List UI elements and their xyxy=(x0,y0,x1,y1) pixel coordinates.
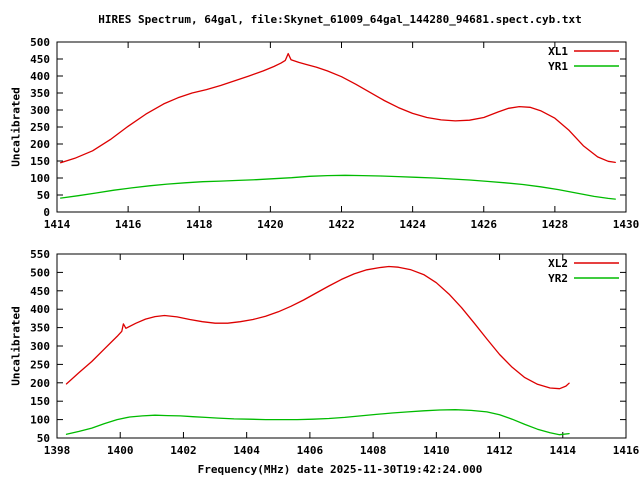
y-tick-label: 250 xyxy=(30,358,50,371)
y-tick-label: 200 xyxy=(30,138,50,151)
y-tick-label: 550 xyxy=(30,248,50,261)
x-tick-label: 1410 xyxy=(423,444,450,457)
x-tick-label: 1414 xyxy=(44,218,71,231)
y-tick-label: 150 xyxy=(30,395,50,408)
x-tick-label: 1416 xyxy=(613,444,640,457)
y-tick-label: 400 xyxy=(30,303,50,316)
y-tick-label: 200 xyxy=(30,377,50,390)
x-tick-label: 1408 xyxy=(360,444,387,457)
y-tick-label: 150 xyxy=(30,155,50,168)
x-tick-label: 1428 xyxy=(542,218,569,231)
x-axis-label: Frequency(MHz) date 2025-11-30T19:42:24.… xyxy=(197,463,483,476)
x-tick-label: 1404 xyxy=(233,444,260,457)
x-tick-label: 1430 xyxy=(613,218,640,231)
x-tick-label: 1402 xyxy=(170,444,197,457)
y-tick-label: 50 xyxy=(37,189,50,202)
x-tick-label: 1414 xyxy=(550,444,577,457)
x-tick-label: 1406 xyxy=(297,444,324,457)
y-tick-label: 250 xyxy=(30,121,50,134)
legend-label-XL1: XL1 xyxy=(548,45,568,58)
x-tick-label: 1418 xyxy=(186,218,213,231)
series-YR2-line xyxy=(65,409,570,436)
series-XL2-line xyxy=(65,265,570,390)
x-tick-label: 1426 xyxy=(471,218,498,231)
y-tick-label: 350 xyxy=(30,322,50,335)
legend-label-YR1: YR1 xyxy=(548,60,568,73)
y-tick-label: 50 xyxy=(37,432,50,445)
y-tick-label: 500 xyxy=(30,266,50,279)
x-tick-label: 1412 xyxy=(486,444,513,457)
y-tick-label: 350 xyxy=(30,87,50,100)
x-tick-label: 1416 xyxy=(115,218,142,231)
series-YR1-line xyxy=(59,174,616,200)
plot-border xyxy=(56,253,627,439)
y-tick-label: 450 xyxy=(30,285,50,298)
panel-top: 1414 1416 1418 1420 1422 1424 1426 1428 1430 0 50 1… xyxy=(30,36,639,231)
y-tick-label: 100 xyxy=(30,414,50,427)
chart-title: HIRES Spectrum, 64gal, file:Skynet_61009… xyxy=(98,13,582,26)
legend-label-YR2: YR2 xyxy=(548,272,568,285)
series-XL1-line xyxy=(59,52,616,164)
x-tick-label: 1398 xyxy=(44,444,71,457)
y-tick-label: 100 xyxy=(30,172,50,185)
y-tick-label: 0 xyxy=(43,206,50,219)
y-tick-label: 300 xyxy=(30,340,50,353)
x-tick-label: 1420 xyxy=(257,218,284,231)
x-tick-label: 1400 xyxy=(107,444,134,457)
y-tick-label: 400 xyxy=(30,70,50,83)
y-tick-label: 500 xyxy=(30,36,50,49)
y-tick-label: 450 xyxy=(30,53,50,66)
y-tick-label: 300 xyxy=(30,104,50,117)
x-tick-label: 1422 xyxy=(328,218,355,231)
legend-label-XL2: XL2 xyxy=(548,257,568,270)
x-tick-label: 1424 xyxy=(399,218,426,231)
panel-bottom: 1398 1400 1402 1404 1406 1408 1410 1412 1414 1416… xyxy=(30,248,639,457)
